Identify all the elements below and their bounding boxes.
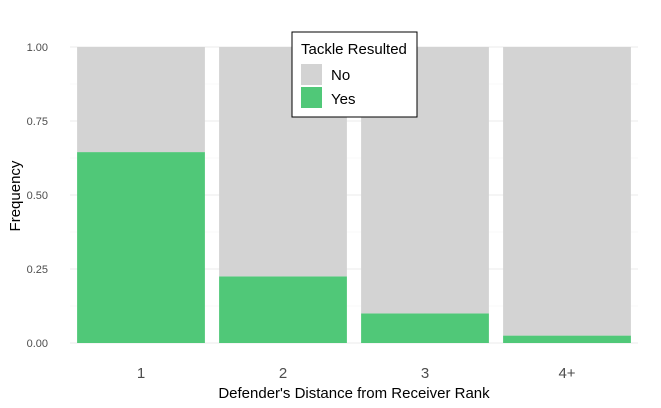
bar-yes-2 <box>219 276 347 343</box>
x-tick-label: 3 <box>421 365 429 382</box>
legend: Tackle Resulted No Yes <box>291 31 418 118</box>
x-axis-title: Defender's Distance from Receiver Rank <box>218 385 490 402</box>
x-tick-label: 4+ <box>558 365 575 382</box>
x-tick-labels: 1 2 3 4+ <box>137 365 576 382</box>
legend-key-yes <box>301 87 322 108</box>
y-tick-label: 1.00 <box>27 42 48 54</box>
legend-title: Tackle Resulted <box>301 41 407 58</box>
y-tick-label: 0.75 <box>27 116 48 128</box>
legend-label-no: No <box>331 67 350 84</box>
x-tick-label: 2 <box>279 365 287 382</box>
y-tick-label: 0.00 <box>27 338 48 350</box>
bar-yes-3 <box>361 313 489 343</box>
y-tick-labels: 0.00 0.25 0.50 0.75 1.00 <box>27 42 48 350</box>
legend-key-no <box>301 64 322 85</box>
bar-no-4+ <box>503 47 631 336</box>
bars <box>77 47 631 343</box>
y-tick-label: 0.50 <box>27 190 48 202</box>
y-axis-title: Frequency <box>7 160 24 231</box>
x-tick-label: 1 <box>137 365 145 382</box>
bar-yes-4+ <box>503 335 631 343</box>
y-tick-label: 0.25 <box>27 264 48 276</box>
legend-label-yes: Yes <box>331 91 355 108</box>
bar-no-1 <box>77 47 205 153</box>
bar-yes-1 <box>77 152 205 343</box>
